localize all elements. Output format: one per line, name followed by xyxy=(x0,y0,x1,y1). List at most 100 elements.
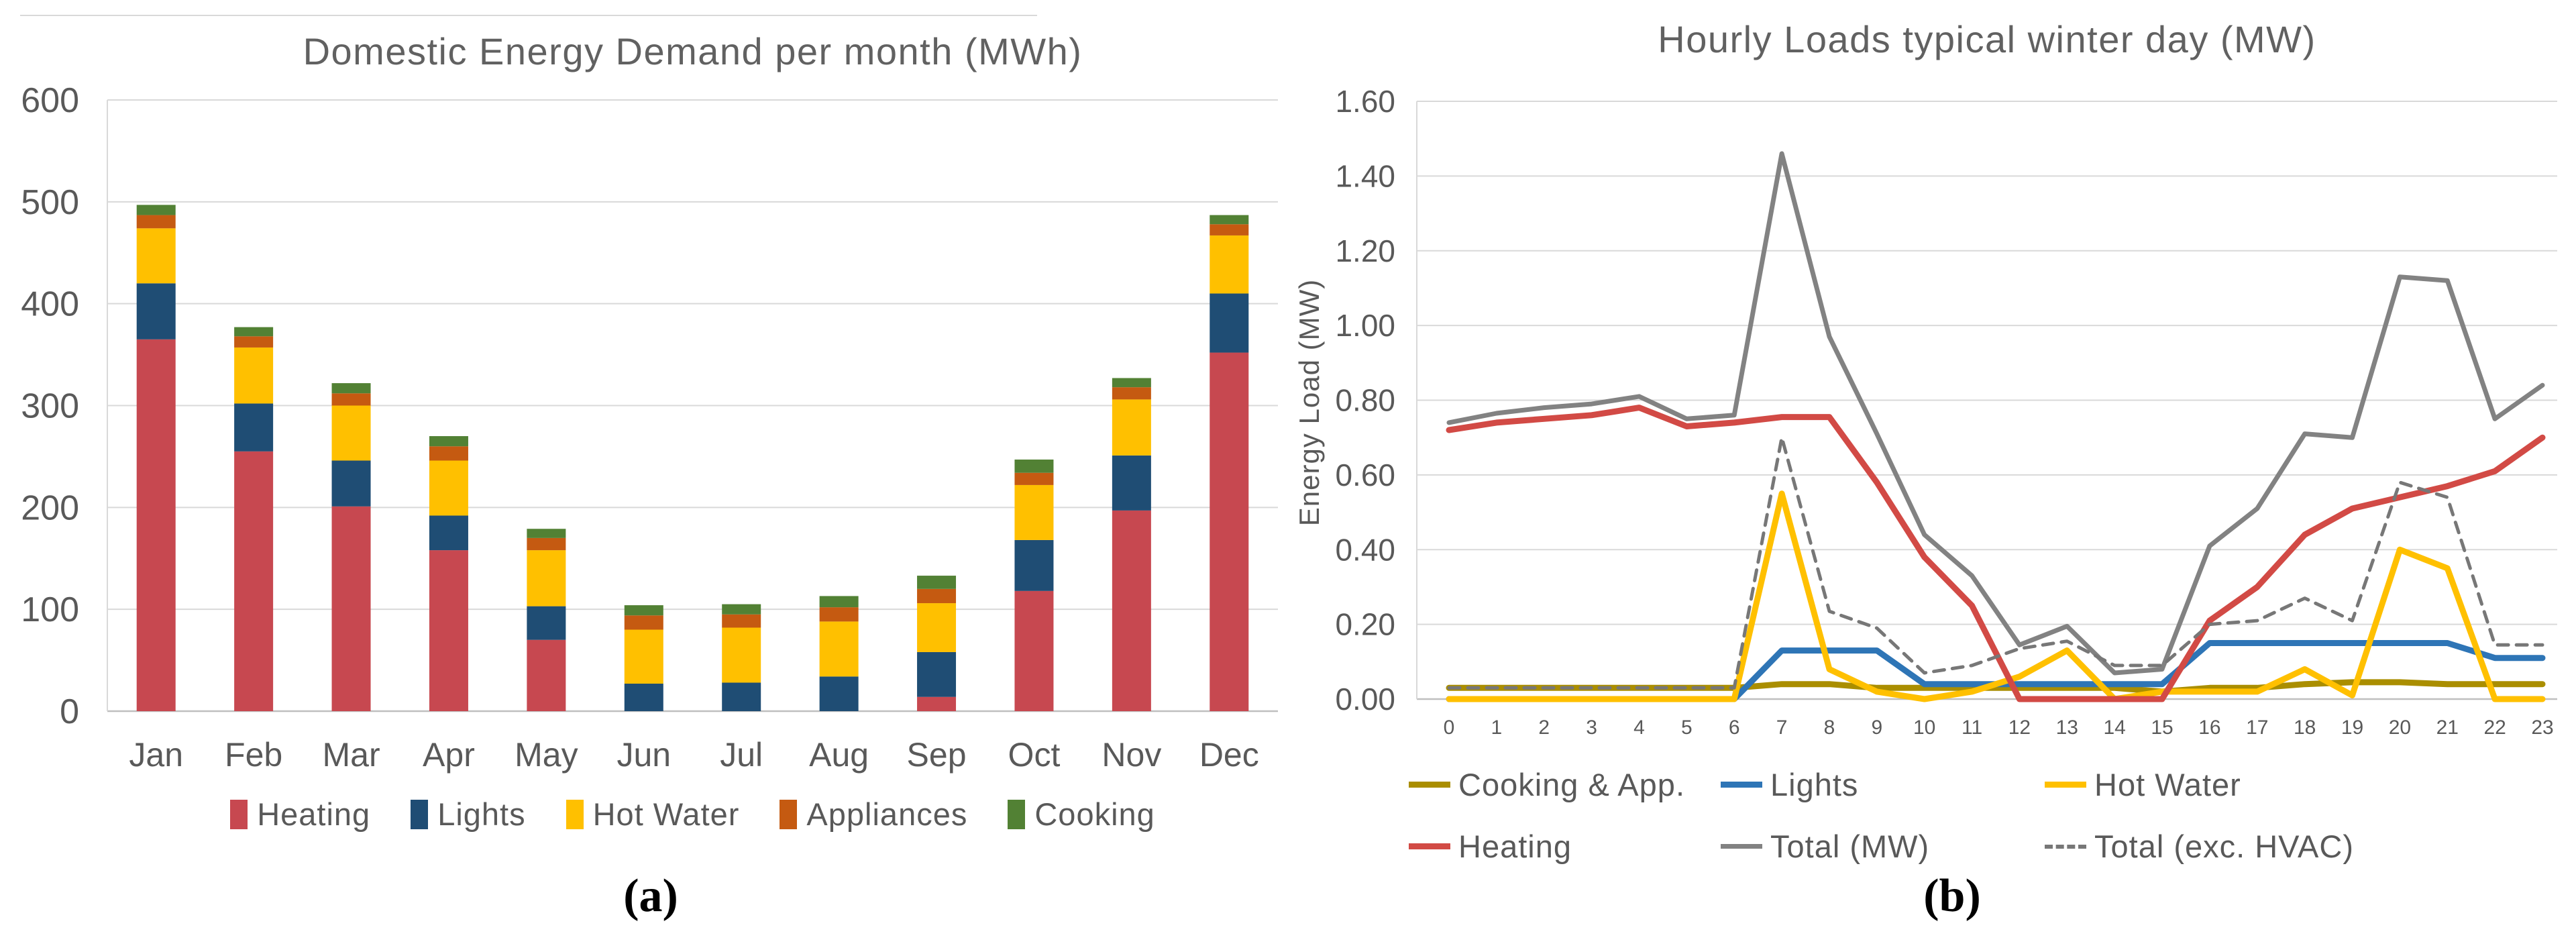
bar-segment-appliances xyxy=(234,336,274,348)
bar-segment-lights xyxy=(331,460,371,507)
y-axis-tick-label: 200 xyxy=(21,488,79,527)
y-axis-tick-label: 0.00 xyxy=(1335,682,1395,717)
series-line-total-mw- xyxy=(1446,151,2545,676)
y-axis-tick-label: 300 xyxy=(21,387,79,426)
y-axis-tick-label: 1.20 xyxy=(1335,233,1395,268)
x-axis-month-label: Mar xyxy=(322,736,380,774)
x-axis-hour-label: 10 xyxy=(1913,717,1935,739)
bar-segment-hot-water xyxy=(429,460,468,516)
bar-segment-cooking xyxy=(1210,215,1249,225)
line-chart-y-axis-title: Energy Load (MW) xyxy=(1293,278,1325,527)
bar-segment-appliances xyxy=(819,607,859,622)
x-axis-hour-label: 0 xyxy=(1444,717,1455,739)
x-axis-hour-label: 11 xyxy=(1962,717,1982,739)
bar-segment-hot-water xyxy=(819,621,859,677)
y-axis-tick-label: 400 xyxy=(21,285,79,324)
legend-item-heating: Heating xyxy=(230,796,370,833)
heating-swatch-icon xyxy=(230,799,248,829)
x-axis-hour-label: 19 xyxy=(2341,717,2363,739)
x-axis-hour-label: 20 xyxy=(2389,717,2411,739)
bar-segment-appliances xyxy=(429,446,468,461)
bar-segment-lights xyxy=(429,515,468,551)
y-axis-tick-label: 0.60 xyxy=(1335,458,1395,492)
y-axis-tick-label: 100 xyxy=(21,590,79,629)
y-axis-tick-label: 0 xyxy=(60,692,79,731)
bar-segment-appliances xyxy=(1112,387,1151,400)
bar-segment-heating xyxy=(136,339,176,711)
cooking-swatch-icon xyxy=(1008,799,1026,829)
bar-segment-cooking xyxy=(1014,459,1054,473)
legend-item-total-exc-hvac-line: Total (exc. HVAC) xyxy=(2045,828,2354,865)
bar-segment-hot-water xyxy=(624,629,663,684)
bar-segment-lights xyxy=(234,403,274,452)
bar-segment-appliances xyxy=(917,588,957,604)
legend-item-label: Hot Water xyxy=(592,796,740,832)
legend-item-lights-line: Lights xyxy=(1721,766,1858,803)
bar-segment-heating xyxy=(1210,352,1249,711)
lights-line-icon xyxy=(1721,782,1762,788)
x-axis-month-label: Sep xyxy=(907,736,967,774)
bar-segment-hot-water xyxy=(1014,484,1054,540)
legend-item-label: Cooking xyxy=(1034,796,1155,832)
bar-segment-appliances xyxy=(1210,224,1249,235)
appliances-swatch-icon xyxy=(780,799,798,829)
legend-item-cooking-app: Cooking & App. xyxy=(1409,766,1685,803)
bar-segment-cooking xyxy=(1112,378,1151,388)
bar-segment-lights xyxy=(1014,539,1054,591)
bar-segment-heating xyxy=(527,639,566,711)
bar-segment-heating xyxy=(1014,590,1054,711)
x-axis-hour-label: 17 xyxy=(2246,717,2268,739)
bar-segment-hot-water xyxy=(1112,399,1151,456)
bar-segment-lights xyxy=(722,682,761,711)
total-line-icon xyxy=(1721,844,1762,849)
lights-swatch-icon xyxy=(411,799,429,829)
legend-item-heating-line: Heating xyxy=(1409,828,1572,865)
x-axis-month-label: Apr xyxy=(423,736,475,774)
legend-item-label: Total (MW) xyxy=(1770,829,1930,864)
bar-segment-appliances xyxy=(331,393,371,406)
legend-item-label: Appliances xyxy=(806,796,968,832)
bar-segment-hot-water xyxy=(331,405,371,461)
legend-item-appliances: Appliances xyxy=(780,796,967,833)
legend-item-label: Total (exc. HVAC) xyxy=(2094,829,2354,864)
x-axis-hour-label: 23 xyxy=(2531,717,2553,739)
bar-segment-lights xyxy=(136,283,176,339)
bar-segment-cooking xyxy=(136,205,176,215)
legend-item-label: Lights xyxy=(437,796,526,832)
y-axis-tick-label: 1.60 xyxy=(1335,84,1395,119)
x-axis-month-label: Feb xyxy=(225,736,282,774)
x-axis-month-label: Oct xyxy=(1008,736,1061,774)
hot-water-swatch-icon xyxy=(566,799,584,829)
bar-segment-appliances xyxy=(1014,472,1054,485)
bar-segment-appliances xyxy=(527,537,566,551)
bar-segment-cooking xyxy=(722,604,761,615)
x-axis-hour-label: 4 xyxy=(1633,717,1645,739)
legend-item-lights: Lights xyxy=(411,796,525,833)
y-axis-tick-label: 600 xyxy=(21,81,79,120)
x-axis-hour-label: 9 xyxy=(1871,717,1882,739)
bar-segment-hot-water xyxy=(722,627,761,683)
bar-segment-lights xyxy=(819,676,859,711)
bar-segment-lights xyxy=(624,684,663,711)
x-axis-hour-label: 2 xyxy=(1538,717,1550,739)
y-axis-tick-label: 0.80 xyxy=(1335,383,1395,418)
legend-item-label: Heating xyxy=(1458,829,1572,864)
bar-segment-heating xyxy=(429,550,468,711)
bar-segment-lights xyxy=(917,651,957,697)
legend-item-label: Hot Water xyxy=(2094,767,2241,802)
y-axis-tick-label: 1.40 xyxy=(1335,158,1395,193)
x-axis-hour-label: 13 xyxy=(2056,717,2078,739)
x-axis-hour-label: 3 xyxy=(1586,717,1597,739)
x-axis-month-label: May xyxy=(515,736,578,774)
legend-item-label: Heating xyxy=(257,796,371,832)
heating-line-icon xyxy=(1409,843,1450,849)
panel-caption-b: (b) xyxy=(1923,870,1981,922)
x-axis-hour-label: 15 xyxy=(2151,717,2173,739)
hot-water-line-icon xyxy=(2045,782,2086,788)
x-axis-month-label: Jun xyxy=(616,736,671,774)
bar-segment-heating xyxy=(917,696,957,711)
total-exc-hvac-line-icon xyxy=(2045,844,2086,849)
x-axis-month-label: Aug xyxy=(809,736,869,774)
